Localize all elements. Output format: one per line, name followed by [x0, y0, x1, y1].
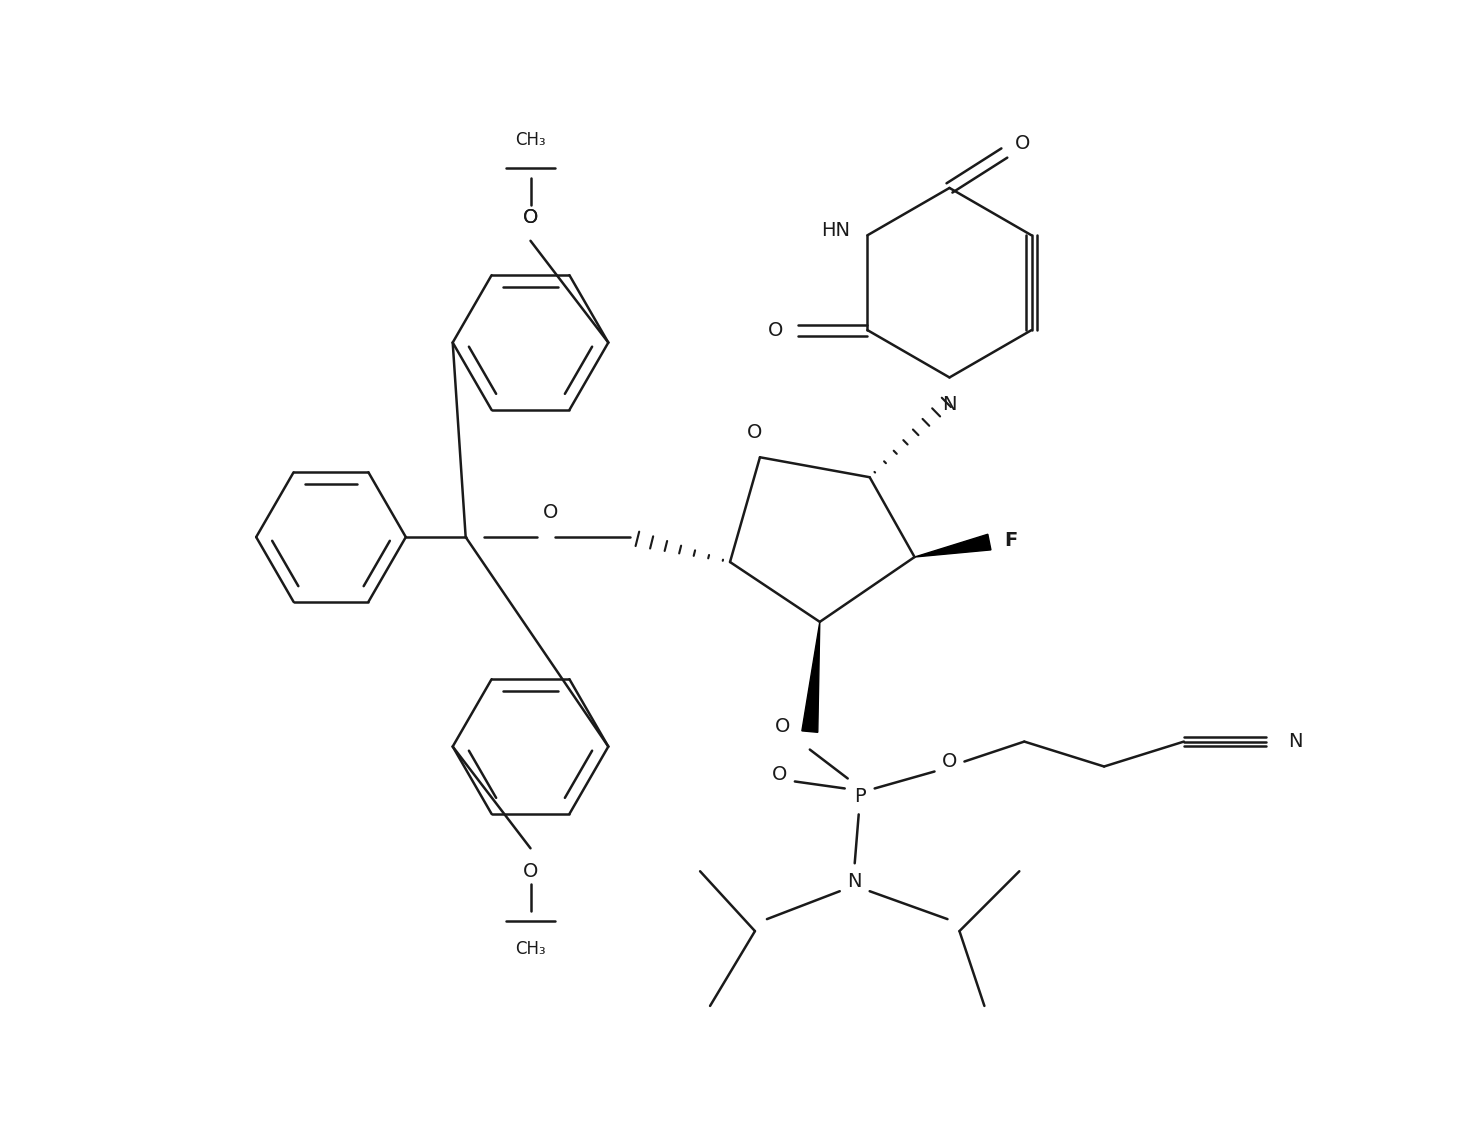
Text: O: O — [773, 765, 788, 784]
Text: CH₃: CH₃ — [515, 940, 546, 958]
Text: HN: HN — [822, 221, 850, 240]
Text: O: O — [1015, 134, 1030, 153]
Polygon shape — [802, 621, 820, 732]
Text: N: N — [848, 872, 861, 891]
Text: O: O — [522, 208, 538, 228]
Text: O: O — [943, 752, 957, 771]
Polygon shape — [914, 534, 991, 557]
Text: P: P — [854, 787, 866, 806]
Text: N: N — [943, 395, 957, 414]
Text: O: O — [748, 423, 763, 441]
Text: O: O — [522, 861, 538, 881]
Text: O: O — [522, 208, 538, 228]
Text: N: N — [1288, 732, 1302, 751]
Text: F: F — [1004, 531, 1018, 549]
Text: O: O — [776, 717, 791, 736]
Text: CH₃: CH₃ — [515, 131, 546, 149]
Text: O: O — [768, 320, 783, 340]
Text: O: O — [543, 503, 558, 522]
